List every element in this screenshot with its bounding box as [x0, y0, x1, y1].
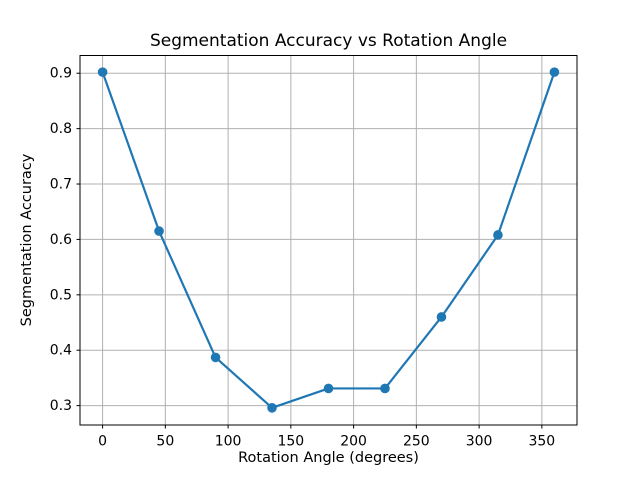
- data-point-marker: [380, 383, 390, 394]
- y-tick-label: 0.8: [50, 121, 72, 137]
- plot-border: [79, 55, 578, 426]
- y-tick-label: 0.4: [50, 343, 72, 359]
- data-point-marker: [267, 403, 277, 413]
- x-tick-label: 50: [156, 434, 174, 450]
- x-tick-label: 100: [215, 434, 242, 450]
- y-tick-labels: 0.3 0.4 0.5 0.6 0.7 0.8 0.9: [50, 66, 72, 414]
- x-tick-label: 0: [98, 434, 107, 450]
- data-point-marker: [210, 352, 221, 363]
- x-tick-label: 200: [340, 434, 367, 450]
- axis-tick-marks: [76, 72, 543, 429]
- series-line: [101, 71, 556, 409]
- y-tick-label: 0.9: [50, 66, 72, 82]
- x-tick-label: 150: [277, 434, 304, 450]
- y-tick-label: 0.7: [50, 177, 72, 193]
- x-tick-label: 250: [403, 434, 430, 450]
- x-tick-label: 300: [466, 434, 493, 450]
- x-tick-label: 350: [528, 434, 555, 450]
- data-point-marker: [436, 312, 447, 322]
- data-point-marker: [549, 67, 560, 77]
- data-point-marker: [323, 383, 334, 394]
- y-tick-label: 0.6: [50, 232, 72, 248]
- chart-title: Segmentation Accuracy vs Rotation Angle: [150, 31, 507, 51]
- data-point-marker: [97, 67, 108, 77]
- gridlines: [80, 55, 577, 425]
- data-point-marker: [493, 230, 503, 240]
- y-tick-label: 0.3: [50, 398, 72, 414]
- y-tick-label: 0.5: [50, 287, 72, 303]
- x-tick-labels: 0 50 100 150 200 250 300 350: [98, 434, 555, 450]
- data-point-marker: [154, 226, 164, 236]
- x-axis-label: Rotation Angle (degrees): [238, 450, 419, 466]
- y-axis-label: Segmentation Accuracy: [19, 153, 35, 326]
- series-markers: [97, 67, 560, 413]
